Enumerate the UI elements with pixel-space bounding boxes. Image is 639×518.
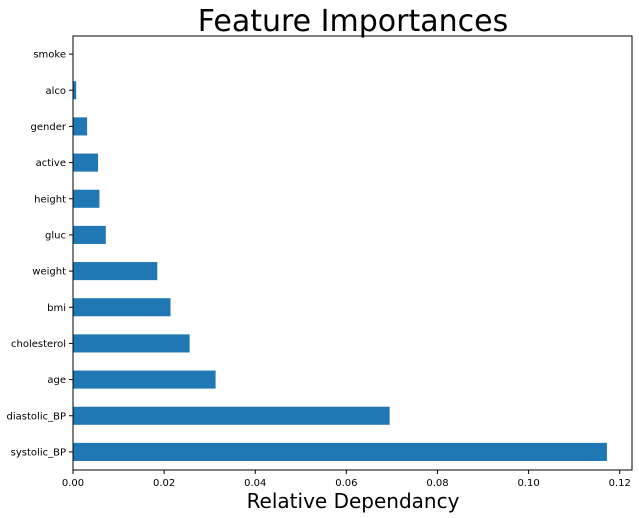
bar-alco	[73, 81, 77, 100]
y-tick-label: diastolic_BP	[7, 411, 66, 422]
bar-weight	[73, 262, 158, 281]
y-tick-label: height	[34, 194, 66, 205]
y-tick-label: systolic_BP	[11, 447, 66, 458]
bar-active	[73, 153, 99, 172]
y-tick-label: cholesterol	[11, 339, 66, 350]
y-tick-label: gender	[31, 122, 67, 133]
bars-group	[73, 45, 607, 461]
y-tick-label: smoke	[33, 50, 66, 61]
x-tick-label: 0.00	[62, 478, 84, 489]
x-tick-label: 0.12	[609, 478, 631, 489]
x-tick-label: 0.06	[335, 478, 357, 489]
plot-frame	[72, 35, 633, 471]
bar-cholesterol	[73, 334, 190, 353]
y-tick-label: active	[36, 158, 66, 169]
y-tick-label: age	[47, 375, 66, 386]
x-axis-label: Relative Dependancy	[247, 489, 460, 513]
bar-gluc	[73, 225, 106, 244]
y-tick-label: weight	[32, 267, 66, 278]
y-axis-ticks: systolic_BP diastolic_BP age cholesterol bmi…	[7, 50, 73, 458]
y-tick-label: bmi	[47, 303, 66, 314]
x-tick-label: 0.08	[426, 478, 448, 489]
bar-systolic_BP	[73, 442, 607, 461]
x-axis-ticks: 0.00 0.02 0.04 0.06 0.08 0.10 0.12	[62, 470, 631, 489]
y-tick-label: alco	[45, 86, 66, 97]
x-tick-label: 0.02	[153, 478, 175, 489]
x-tick-label: 0.04	[244, 478, 266, 489]
y-tick-label: gluc	[45, 230, 66, 241]
bar-diastolic_BP	[73, 406, 390, 425]
bar-gender	[73, 117, 88, 136]
chart-title: Feature Importances	[198, 4, 508, 39]
bar-height	[73, 189, 100, 208]
bar-age	[73, 370, 216, 389]
x-tick-label: 0.10	[517, 478, 539, 489]
bar-bmi	[73, 298, 171, 317]
